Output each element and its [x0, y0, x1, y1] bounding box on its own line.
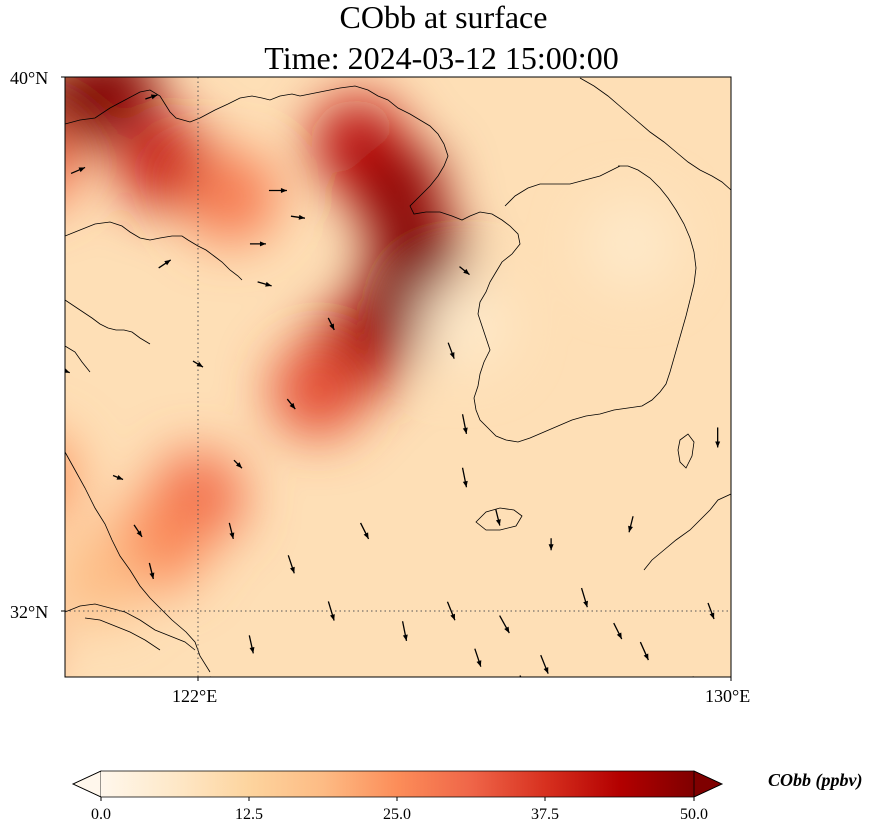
wind-arrow [359, 522, 370, 540]
wind-arrow [70, 166, 86, 175]
wind-arrow [148, 562, 155, 580]
wind-arrow [692, 676, 694, 677]
colorbar-label: CObb (ppbv) [768, 770, 863, 790]
wind-arrow [290, 214, 306, 220]
wind-arrow [495, 509, 501, 526]
wind-arrow [112, 474, 124, 481]
map-canvas [0, 76, 732, 681]
wind-arrow [145, 94, 158, 100]
wind-arrow [613, 622, 623, 640]
wind-arrow [257, 281, 272, 287]
wind-vectors [10, 94, 721, 677]
colorbar-body [101, 771, 694, 797]
wind-arrow [287, 555, 295, 574]
dprk-border [504, 165, 621, 207]
jeju-island [475, 507, 523, 531]
concentration-cell [65, 531, 145, 624]
map-title-line2: Time: 2024-03-12 15:00:00 [264, 40, 619, 76]
map-gridlines [65, 77, 731, 677]
lat-tick-label-32: 32°N [10, 602, 49, 622]
wind-arrow [447, 342, 455, 359]
wind-arrow [228, 522, 235, 540]
wind-arrow [499, 615, 510, 634]
yangtze-estuary [65, 603, 196, 651]
colorbar-tick-label: 37.5 [531, 806, 559, 823]
map-title-line1: CObb at surface [339, 0, 548, 35]
wind-arrow [519, 675, 522, 677]
northeast-coast [579, 77, 731, 191]
wind-arrow [540, 654, 549, 674]
colorbar-tick-label: 12.5 [235, 806, 263, 823]
kyushu-coast [643, 493, 731, 571]
colorbar-tick-label: 50.0 [680, 806, 708, 823]
wind-arrow [286, 398, 296, 410]
wind-arrow [233, 459, 243, 469]
wind-arrow [10, 160, 26, 168]
lon-tick-label-130: 130°E [705, 686, 751, 706]
colorbar-extend-low [72, 770, 102, 798]
wind-arrow [715, 427, 721, 448]
concentration-cell [0, 98, 11, 190]
wind-arrow [461, 467, 468, 488]
wind-arrow [65, 368, 70, 374]
colorbar [72, 770, 723, 801]
map-frame [64, 76, 732, 678]
wind-arrow [133, 524, 143, 538]
concentration-cell [418, 277, 511, 370]
concentration-cell [271, 344, 364, 437]
wind-arrow [158, 259, 172, 269]
china-coastline [65, 89, 301, 673]
wind-arrow [401, 621, 408, 641]
coastlines [65, 77, 731, 673]
concentration-cell [185, 151, 278, 244]
colorbar-tick-label: 25.0 [383, 806, 411, 823]
wind-arrow [327, 317, 335, 331]
concentration-cell [0, 365, 11, 457]
colorbar-tick-label: 0.0 [91, 806, 111, 823]
colorbar-extend-high [693, 770, 723, 798]
wind-arrow [47, 475, 55, 481]
wind-arrow [327, 601, 335, 621]
wind-arrow [192, 360, 204, 368]
korea-coastline [299, 85, 697, 443]
concentration-cell [585, 197, 678, 290]
wind-arrow [248, 635, 255, 654]
wind-arrow [459, 266, 470, 276]
concentration-cell [65, 132, 78, 196]
lon-tick-label-122: 122°E [172, 686, 218, 706]
wind-arrow [446, 601, 456, 621]
concentration-cell [65, 446, 78, 509]
wind-arrow [461, 414, 468, 435]
wind-arrow [580, 587, 588, 608]
tsushima-island [677, 433, 695, 469]
concentration-field [0, 77, 678, 624]
wind-arrow [268, 187, 287, 193]
wind-arrow [474, 648, 482, 667]
wind-arrow [249, 241, 266, 247]
wind-arrow [548, 538, 554, 551]
wind-arrow [707, 602, 715, 620]
wind-arrow [628, 516, 634, 533]
lat-tick-label-40: 40°N [10, 68, 49, 88]
wind-arrow [639, 641, 649, 661]
concentration-cell [65, 77, 158, 137]
